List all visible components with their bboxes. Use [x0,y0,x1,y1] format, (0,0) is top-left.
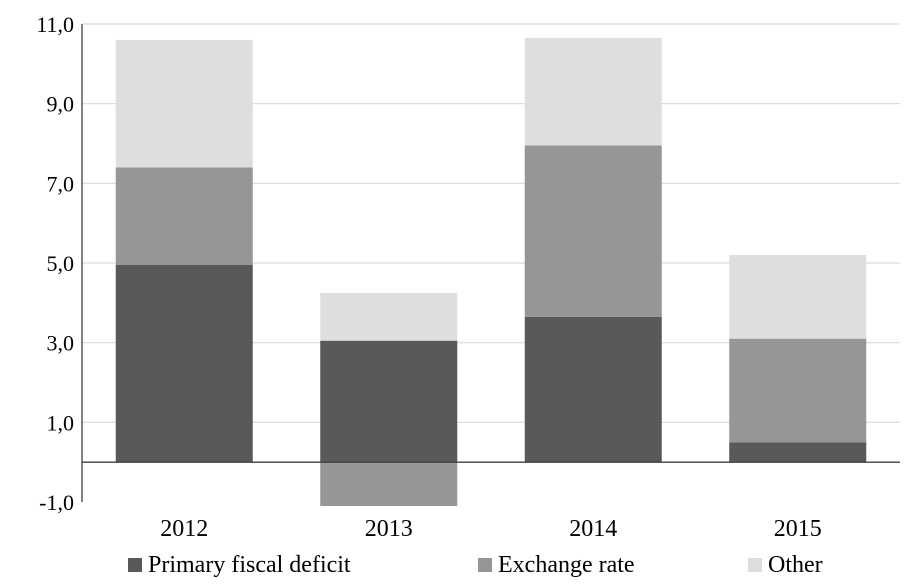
legend-item-primary-fiscal-deficit: Primary fiscal deficit [128,551,351,579]
legend-label-exchange-rate: Exchange rate [498,551,635,578]
y-tick-labels: -1,0 1,0 3,0 5,0 7,0 9,0 11,0 [36,12,74,515]
x-tick-label: 2014 [569,516,617,542]
legend-label-primary-fiscal-deficit: Primary fiscal deficit [148,551,351,578]
bar-exchange-rate-2015 [729,338,867,443]
bar-exchange-rate-2012 [115,167,253,265]
bar-exchange-rate-2014 [524,145,662,317]
x-tick-label: 2013 [365,516,413,542]
bar-other-2014 [524,37,662,146]
legend-swatch-exchange-rate [478,558,492,572]
bar-other-2015 [729,255,867,339]
bar-primary-fiscal-deficit-2013 [320,340,458,463]
legend-label-other: Other [768,551,823,578]
legend-item-other: Other [748,551,823,579]
bar-other-2012 [115,39,253,168]
bar-primary-fiscal-deficit-2014 [524,316,662,463]
axes [81,24,900,502]
bar-other-2013 [320,292,458,341]
bars [115,37,867,506]
x-tick-label: 2015 [774,516,822,542]
bar-exchange-rate-2013 [320,462,458,506]
x-tick-labels: 2012 2013 2014 2015 [160,516,822,542]
y-tick-label: 1,0 [47,410,75,435]
legend-swatch-primary-fiscal-deficit [128,558,142,572]
legend-item-exchange-rate: Exchange rate [478,551,635,579]
bar-primary-fiscal-deficit-2015 [729,442,867,463]
y-tick-label: 9,0 [47,92,75,117]
y-tick-label: 5,0 [47,251,75,276]
y-tick-label: 7,0 [47,171,75,196]
x-tick-label: 2012 [160,516,208,542]
y-tick-label: 3,0 [47,331,75,356]
y-tick-label: 11,0 [36,12,74,37]
y-tick-label: -1,0 [39,490,74,515]
legend-swatch-other [748,558,762,572]
bar-primary-fiscal-deficit-2012 [115,264,253,463]
